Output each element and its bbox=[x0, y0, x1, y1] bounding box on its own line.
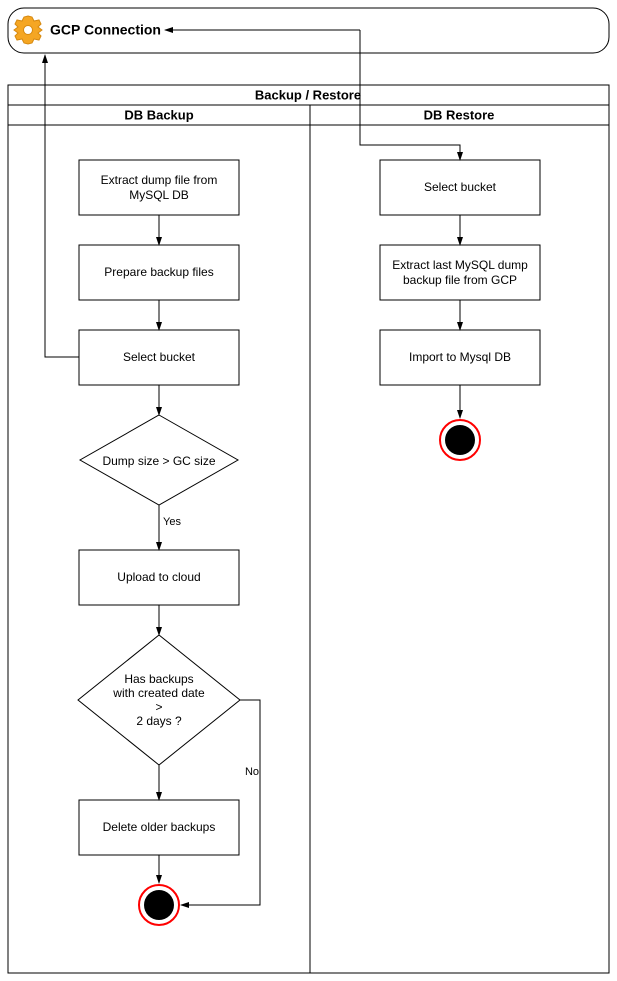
decision-has-backups-l3: > bbox=[155, 700, 162, 714]
decision-dump-size-label: Dump size > GC size bbox=[102, 454, 215, 468]
edge-d2-no-label: No bbox=[245, 766, 259, 778]
header-right: DB Restore bbox=[424, 107, 495, 122]
node-extract-last-dump-l1: Extract last MySQL dump bbox=[392, 258, 528, 272]
decision-has-backups-l2: with created date bbox=[112, 686, 205, 700]
end-node-right bbox=[440, 420, 480, 460]
header-main: Backup / Restore bbox=[255, 87, 361, 102]
end-node-left bbox=[139, 885, 179, 925]
node-select-bucket-left-label: Select bucket bbox=[123, 350, 196, 364]
node-extract-last-dump-l2: backup file from GCP bbox=[403, 273, 517, 287]
gear-icon bbox=[14, 16, 42, 44]
node-extract-dump-label1: Extract dump file from bbox=[101, 173, 218, 187]
node-delete-older-label: Delete older backups bbox=[103, 820, 216, 834]
page-title: GCP Connection bbox=[50, 22, 161, 38]
node-upload-cloud-label: Upload to cloud bbox=[117, 570, 200, 584]
decision-has-backups-l1: Has backups bbox=[124, 672, 193, 686]
header-left: DB Backup bbox=[124, 107, 193, 122]
node-import-mysql-label: Import to Mysql DB bbox=[409, 350, 511, 364]
node-extract-dump-label2: MySQL DB bbox=[129, 188, 189, 202]
decision-has-backups-l4: 2 days ? bbox=[136, 714, 182, 728]
node-select-bucket-right-label: Select bucket bbox=[424, 180, 497, 194]
edge-d1-yes-label: Yes bbox=[163, 516, 181, 528]
node-prepare-backup-label: Prepare backup files bbox=[104, 265, 213, 279]
